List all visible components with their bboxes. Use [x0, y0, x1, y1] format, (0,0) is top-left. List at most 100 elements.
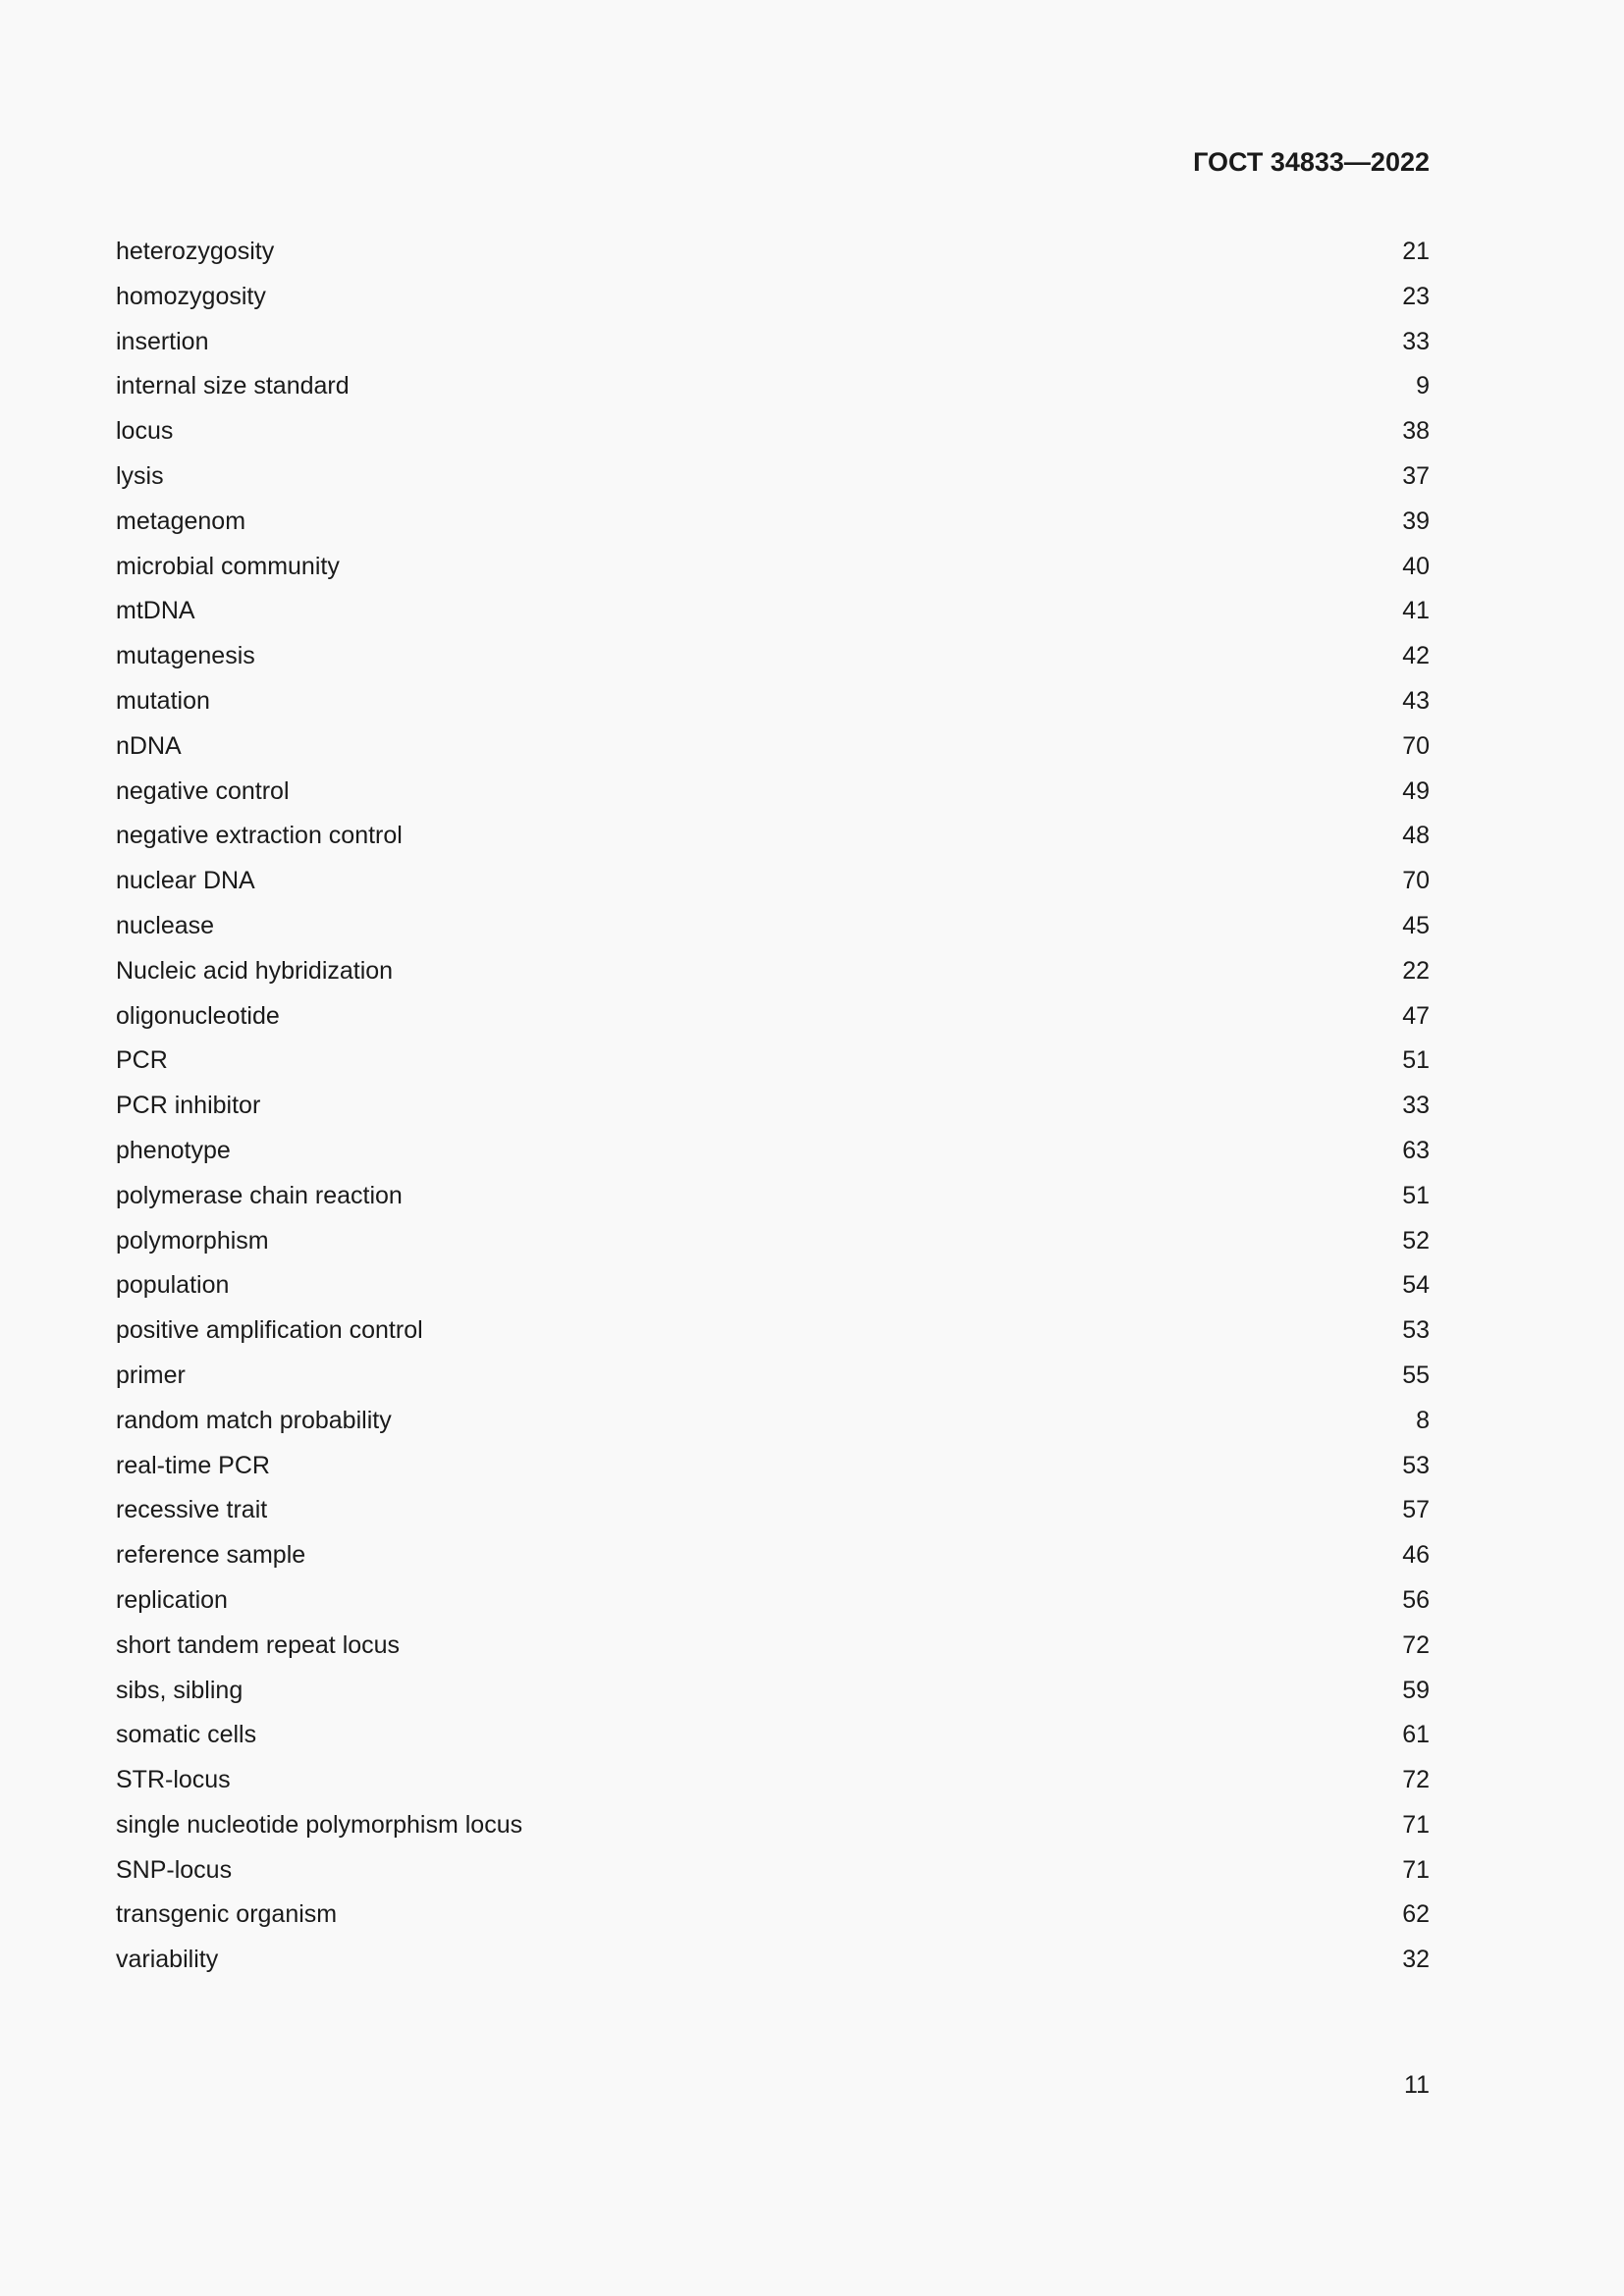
index-ref: 9: [1416, 372, 1430, 400]
index-term: population: [116, 1271, 230, 1300]
term-index: heterozygosity 21 homozygosity 23 insertion 3…: [116, 230, 1430, 1983]
index-ref: 53: [1402, 1451, 1430, 1479]
index-term: PCR: [116, 1046, 168, 1075]
index-ref: 23: [1402, 282, 1430, 310]
index-row: short tandem repeat locus 72: [116, 1624, 1430, 1669]
index-ref: 53: [1402, 1316, 1430, 1345]
index-row: nuclease 45: [116, 904, 1430, 949]
index-ref: 43: [1402, 686, 1430, 715]
index-row: STR-locus 72: [116, 1758, 1430, 1803]
index-ref: 71: [1402, 1810, 1430, 1839]
index-term: polymerase chain reaction: [116, 1181, 403, 1209]
index-term: Nucleic acid hybridization: [116, 956, 394, 985]
index-row: metagenom 39: [116, 500, 1430, 545]
index-term: internal size standard: [116, 372, 350, 400]
index-ref: 70: [1402, 731, 1430, 760]
index-ref: 40: [1402, 552, 1430, 580]
index-ref: 72: [1402, 1630, 1430, 1659]
index-term: negative control: [116, 776, 290, 805]
index-term: polymorphism: [116, 1226, 269, 1255]
index-term: mutagenesis: [116, 642, 255, 670]
index-ref: 39: [1402, 507, 1430, 535]
index-term: microbial community: [116, 552, 340, 580]
index-row: nDNA 70: [116, 724, 1430, 770]
index-ref: 41: [1402, 597, 1430, 625]
index-ref: 42: [1402, 642, 1430, 670]
index-ref: 32: [1402, 1946, 1430, 1974]
index-term: variability: [116, 1946, 219, 1974]
index-term: mtDNA: [116, 597, 195, 625]
index-term: homozygosity: [116, 282, 266, 310]
index-row: recessive trait 57: [116, 1488, 1430, 1533]
index-term: STR-locus: [116, 1766, 231, 1794]
index-row: mutagenesis 42: [116, 634, 1430, 679]
index-row: replication 56: [116, 1578, 1430, 1624]
index-ref: 22: [1402, 956, 1430, 985]
index-row: somatic cells 61: [116, 1713, 1430, 1758]
index-term: nuclear DNA: [116, 867, 255, 895]
index-term: reference sample: [116, 1541, 306, 1570]
index-term: negative extraction control: [116, 822, 403, 850]
index-ref: 62: [1402, 1900, 1430, 1929]
index-row: homozygosity 23: [116, 275, 1430, 320]
index-term: phenotype: [116, 1136, 231, 1164]
index-ref: 55: [1402, 1361, 1430, 1389]
index-ref: 70: [1402, 867, 1430, 895]
index-ref: 46: [1402, 1541, 1430, 1570]
index-ref: 57: [1402, 1496, 1430, 1524]
index-row: oligonucleotide 47: [116, 994, 1430, 1040]
document-header: ГОСТ 34833—2022: [1193, 147, 1430, 177]
index-row: Nucleic acid hybridization 22: [116, 949, 1430, 994]
index-row: locus 38: [116, 409, 1430, 454]
index-term: somatic cells: [116, 1721, 257, 1749]
index-term: transgenic organism: [116, 1900, 338, 1929]
index-ref: 45: [1402, 911, 1430, 939]
index-row: lysis 37: [116, 454, 1430, 500]
index-term: real-time PCR: [116, 1451, 270, 1479]
index-row: primer 55: [116, 1354, 1430, 1399]
index-ref: 59: [1402, 1676, 1430, 1704]
index-row: transgenic organism 62: [116, 1893, 1430, 1938]
index-term: random match probability: [116, 1406, 392, 1434]
index-row: positive amplification control 53: [116, 1308, 1430, 1354]
index-term: short tandem repeat locus: [116, 1630, 401, 1659]
index-row: insertion 33: [116, 320, 1430, 365]
index-row: PCR inhibitor 33: [116, 1084, 1430, 1129]
index-ref: 63: [1402, 1136, 1430, 1164]
index-ref: 54: [1402, 1271, 1430, 1300]
index-ref: 37: [1402, 461, 1430, 490]
index-row: internal size standard 9: [116, 364, 1430, 409]
index-ref: 56: [1402, 1585, 1430, 1614]
index-term: lysis: [116, 461, 164, 490]
index-row: SNP-locus 71: [116, 1848, 1430, 1894]
index-ref: 47: [1402, 1001, 1430, 1030]
index-row: mtDNA 41: [116, 589, 1430, 634]
index-term: PCR inhibitor: [116, 1092, 261, 1120]
index-term: single nucleotide polymorphism locus: [116, 1810, 523, 1839]
index-row: mutation 43: [116, 679, 1430, 724]
index-term: nuclease: [116, 911, 215, 939]
index-ref: 61: [1402, 1721, 1430, 1749]
index-row: negative extraction control 48: [116, 814, 1430, 859]
index-row: random match probability 8: [116, 1399, 1430, 1444]
index-ref: 49: [1402, 776, 1430, 805]
index-ref: 33: [1402, 1092, 1430, 1120]
index-ref: 72: [1402, 1766, 1430, 1794]
index-term: positive amplification control: [116, 1316, 423, 1345]
index-ref: 51: [1402, 1046, 1430, 1075]
index-ref: 52: [1402, 1226, 1430, 1255]
index-row: population 54: [116, 1263, 1430, 1308]
index-row: sibs, sibling 59: [116, 1669, 1430, 1714]
index-ref: 33: [1402, 327, 1430, 355]
index-term: locus: [116, 417, 174, 446]
index-row: nuclear DNA 70: [116, 859, 1430, 904]
index-row: variability 32: [116, 1938, 1430, 1983]
index-row: polymorphism 52: [116, 1219, 1430, 1264]
index-ref: 48: [1402, 822, 1430, 850]
index-term: insertion: [116, 327, 209, 355]
index-row: polymerase chain reaction 51: [116, 1174, 1430, 1219]
index-row: PCR 51: [116, 1039, 1430, 1084]
index-term: oligonucleotide: [116, 1001, 280, 1030]
index-term: SNP-locus: [116, 1855, 233, 1884]
index-row: reference sample 46: [116, 1533, 1430, 1578]
